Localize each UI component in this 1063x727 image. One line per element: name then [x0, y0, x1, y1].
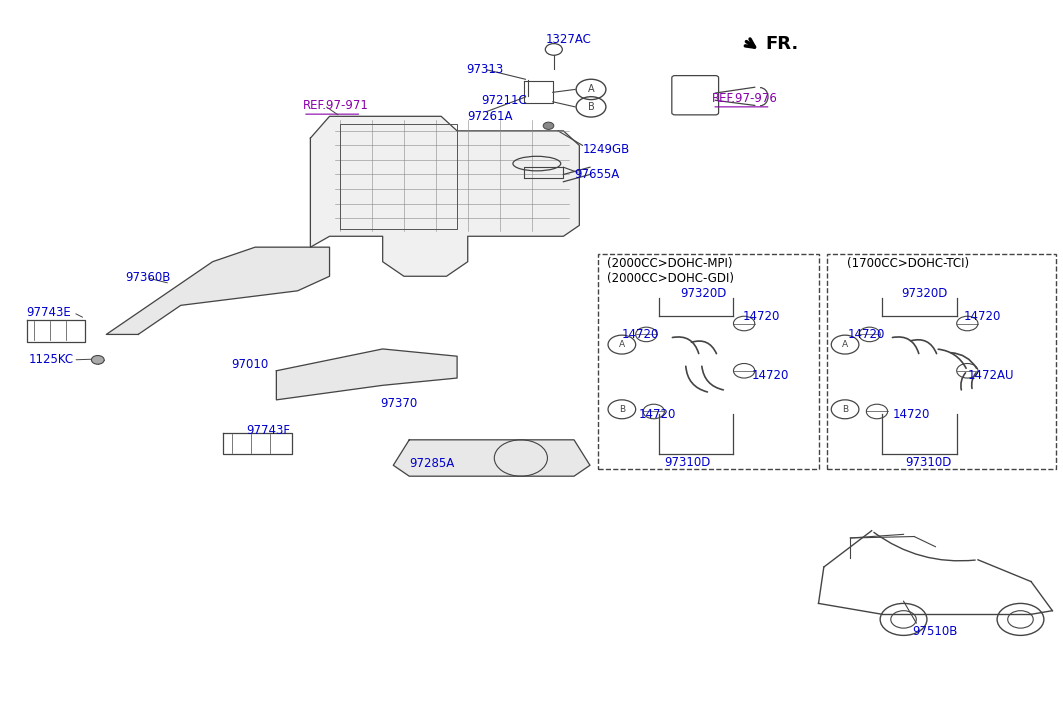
Text: B: B — [842, 405, 848, 414]
Text: 97655A: 97655A — [574, 168, 620, 181]
Text: 97370: 97370 — [381, 397, 418, 410]
Text: 97320D: 97320D — [901, 287, 948, 300]
Polygon shape — [310, 116, 579, 276]
Text: 97261A: 97261A — [468, 110, 513, 123]
Text: (2000CC>DOHC-MPI): (2000CC>DOHC-MPI) — [607, 257, 732, 270]
Text: 14720: 14720 — [893, 408, 930, 421]
Polygon shape — [276, 349, 457, 400]
Text: 97010: 97010 — [232, 358, 269, 371]
Text: A: A — [842, 340, 848, 349]
Text: 97310D: 97310D — [664, 456, 711, 469]
Text: 97510B: 97510B — [912, 624, 958, 638]
Text: 1327AC: 1327AC — [545, 33, 591, 47]
Text: 14720: 14720 — [639, 408, 676, 421]
Text: 14720: 14720 — [752, 369, 789, 382]
Text: 97360B: 97360B — [125, 271, 171, 284]
Circle shape — [543, 122, 554, 129]
Text: (2000CC>DOHC-GDI): (2000CC>DOHC-GDI) — [607, 272, 733, 285]
Bar — [827, 254, 1056, 469]
Text: 1249GB: 1249GB — [583, 142, 629, 156]
Text: 97285A: 97285A — [409, 457, 455, 470]
Text: A: A — [588, 84, 594, 95]
Text: 14720: 14720 — [847, 328, 884, 341]
Text: 97743F: 97743F — [247, 424, 290, 437]
Text: 14720: 14720 — [964, 310, 1001, 323]
Text: 1125KC: 1125KC — [29, 353, 73, 366]
Text: (1700CC>DOHC-TCI): (1700CC>DOHC-TCI) — [847, 257, 969, 270]
Text: 97743E: 97743E — [27, 306, 71, 319]
Text: 14720: 14720 — [622, 328, 659, 341]
Text: REF.97-976: REF.97-976 — [712, 92, 778, 105]
Text: A: A — [619, 340, 625, 349]
Bar — [598, 254, 819, 469]
Text: FR.: FR. — [765, 35, 798, 52]
Text: 97320D: 97320D — [680, 287, 727, 300]
Text: 97313: 97313 — [467, 63, 504, 76]
Text: B: B — [619, 405, 625, 414]
Text: B: B — [588, 102, 594, 112]
Circle shape — [91, 356, 104, 364]
Polygon shape — [106, 247, 330, 334]
Text: 97310D: 97310D — [906, 456, 952, 469]
Text: 14720: 14720 — [743, 310, 780, 323]
Text: 1472AU: 1472AU — [967, 369, 1014, 382]
Polygon shape — [393, 440, 590, 476]
Text: 97211C: 97211C — [482, 94, 527, 107]
Text: REF.97-971: REF.97-971 — [303, 99, 369, 112]
